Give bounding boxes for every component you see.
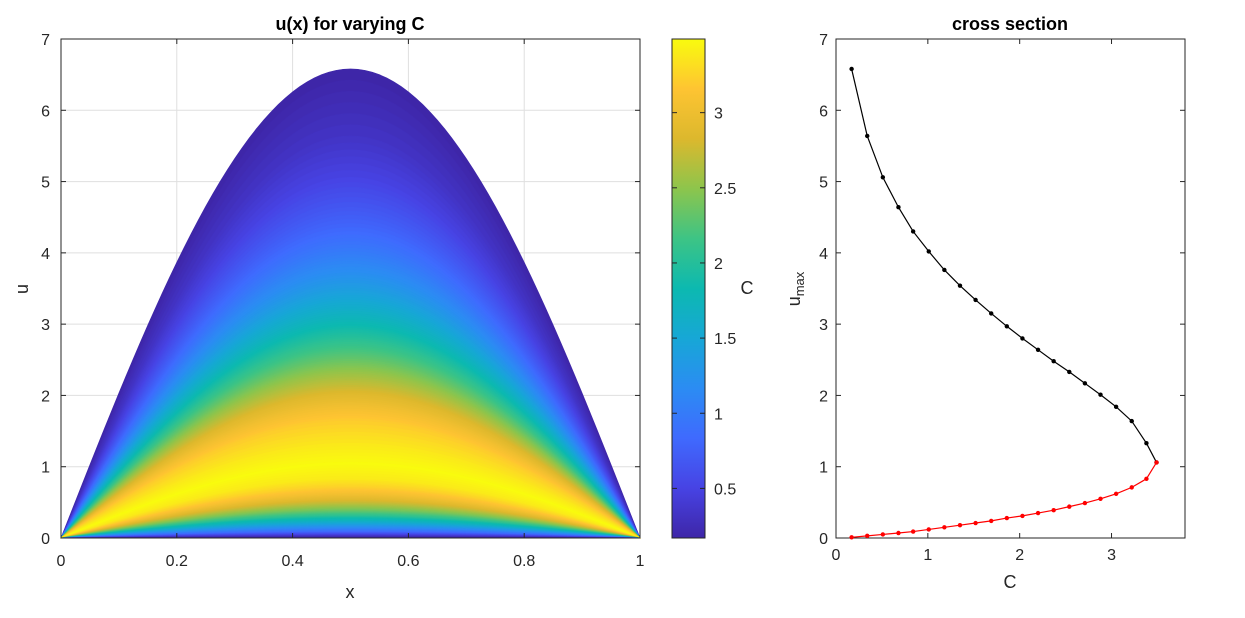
colorbar-ticks: 0.5 1 1.5 2 2.5 3 [672, 106, 736, 498]
series-point [1129, 418, 1134, 424]
series-point [1051, 359, 1056, 364]
right-y-tick-label: 2 [819, 388, 828, 405]
right-ylabel-main: u [784, 296, 804, 306]
series-point [1020, 336, 1025, 341]
left-title: u(x) for varying C [275, 14, 424, 34]
right-ylabel: umax [784, 271, 807, 306]
right-y-tick-label: 6 [819, 103, 828, 120]
series-point [865, 533, 870, 539]
series-point [1129, 485, 1134, 490]
right-y-tick-label: 1 [819, 460, 828, 477]
series-point [896, 530, 901, 536]
right-panel: 0 1 2 3 0 1 2 3 4 5 6 7 cross section C umax [784, 14, 1186, 592]
series-point [957, 283, 963, 288]
right-x-tick-label: 1 [923, 547, 932, 564]
series-point [1082, 500, 1088, 506]
series-point [1067, 369, 1072, 375]
series-point [1113, 404, 1119, 410]
series-point [1051, 507, 1056, 513]
series-point [926, 249, 931, 254]
series-point [849, 535, 854, 540]
colorbar-tick-label: 0.5 [714, 481, 736, 498]
left-x-tick-label: 0.8 [513, 553, 535, 570]
colorbar-gradient [671, 38, 706, 539]
left-y-tick-label: 1 [41, 460, 50, 477]
series-point [1144, 476, 1149, 482]
right-x-ticks: 0 1 2 3 [832, 39, 1116, 564]
series-point [973, 297, 978, 303]
series-point [926, 527, 931, 532]
right-x-tick-label: 0 [832, 547, 841, 564]
series-point [942, 267, 947, 273]
left-y-tick-label: 2 [41, 388, 50, 405]
series-point [910, 529, 916, 534]
series-point [1098, 392, 1103, 397]
series-point [1067, 504, 1072, 509]
series-point [1098, 496, 1103, 501]
right-y-tick-label: 5 [819, 175, 828, 192]
colorbar-label: C [741, 278, 754, 298]
right-axes-box [835, 38, 1186, 539]
left-x-tick-label: 1 [636, 553, 645, 570]
series-point [1035, 347, 1041, 353]
left-xlabel: x [346, 582, 355, 602]
left-axes-frame [60, 38, 641, 539]
left-panel: 0 0.2 0.4 0.6 0.8 1 0 1 2 3 4 5 6 7 u(x) for varying… [12, 14, 645, 602]
series-point [989, 311, 994, 316]
right-x-tick-label: 2 [1015, 547, 1024, 564]
series-point [1035, 510, 1041, 516]
left-y-tick-label: 4 [41, 246, 50, 263]
series-point [957, 522, 963, 528]
series-point [989, 518, 994, 524]
left-x-tick-label: 0.6 [397, 553, 419, 570]
left-y-tick-label: 0 [41, 531, 50, 548]
left-y-tick-label: 3 [41, 317, 50, 334]
left-y-tick-label: 6 [41, 103, 50, 120]
left-curves [59, 68, 642, 539]
right-y-tick-label: 3 [819, 317, 828, 334]
right-y-tick-label: 4 [819, 246, 828, 263]
right-xlabel: C [1004, 572, 1017, 592]
right-y-tick-label: 7 [819, 32, 828, 49]
left-y-tick-label: 7 [41, 32, 50, 49]
right-lines [849, 66, 1159, 540]
colorbar: 0.5 1 1.5 2 2.5 3 C [671, 38, 754, 539]
colorbar-tick-label: 2.5 [714, 181, 736, 198]
left-y-ticks: 0 1 2 3 4 5 6 7 [41, 32, 640, 548]
series-point [910, 229, 916, 234]
right-title: cross section [952, 14, 1068, 34]
right-y-tick-label: 0 [819, 531, 828, 548]
colorbar-tick-label: 3 [714, 106, 723, 123]
right-y-ticks: 0 1 2 3 4 5 6 7 [819, 32, 1185, 548]
left-x-tick-label: 0 [57, 553, 66, 570]
series-point [865, 133, 870, 139]
series-point [849, 66, 854, 72]
series-point [973, 520, 978, 526]
left-x-tick-label: 0.2 [166, 553, 188, 570]
left-x-ticks: 0 0.2 0.4 0.6 0.8 1 [57, 39, 645, 570]
series-point [880, 532, 886, 537]
series-point [880, 175, 886, 180]
series-point [942, 525, 947, 530]
series-point [1113, 491, 1119, 497]
left-y-tick-label: 5 [41, 175, 50, 192]
colorbar-tick-label: 1 [714, 406, 723, 423]
series-point [1004, 324, 1010, 329]
series-point [896, 205, 901, 210]
left-ylabel: u [12, 284, 32, 294]
right-ylabel-subscript: max [792, 271, 807, 296]
colorbar-tick-label: 2 [714, 256, 723, 273]
series-point [1020, 513, 1025, 519]
right-x-tick-label: 3 [1107, 547, 1116, 564]
colorbar-tick-label: 1.5 [714, 331, 736, 348]
series-point [1154, 460, 1159, 465]
series-point [1082, 381, 1088, 386]
series-point [1144, 440, 1149, 446]
left-x-tick-label: 0.4 [281, 553, 303, 570]
series-point [1004, 515, 1010, 521]
